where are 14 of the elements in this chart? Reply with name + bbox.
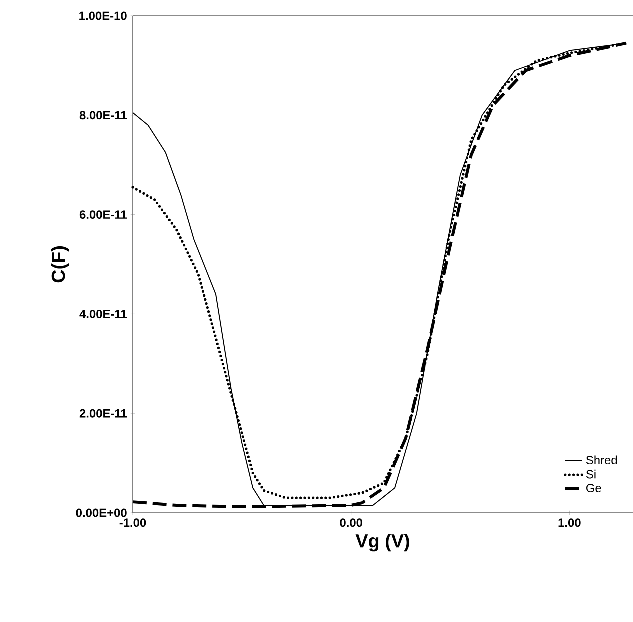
x-tick-label: 1.00 [558, 518, 581, 528]
legend-label: Shred [586, 456, 618, 465]
y-tick-label: 4.00E-11 [80, 310, 128, 318]
y-tick-label: 6.00E-11 [80, 210, 128, 220]
y-tick-label: 1.00E-10 [80, 12, 127, 20]
y-tick-label: 0.00E+00 [76, 508, 127, 518]
y-tick-label: 8.00E-11 [80, 111, 128, 120]
x-axis-title: Vg (V) [356, 534, 410, 552]
x-tick-label: -1.00 [120, 518, 146, 528]
y-tick-label: 2.00E-11 [80, 409, 128, 418]
legend-label: Ge [586, 484, 602, 493]
x-tick-label: 0.00 [340, 518, 362, 528]
y-axis-title: C(F) [51, 246, 69, 283]
legend-label: Si [586, 470, 596, 479]
